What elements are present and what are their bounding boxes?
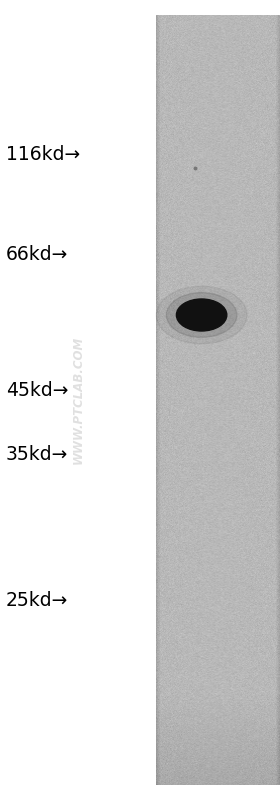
Text: 25kd→: 25kd→	[6, 590, 68, 610]
Text: 45kd→: 45kd→	[6, 380, 68, 400]
Ellipse shape	[176, 299, 227, 331]
Text: WWW.PTCLAB.COM: WWW.PTCLAB.COM	[72, 336, 85, 463]
Text: 116kd→: 116kd→	[6, 145, 80, 165]
Text: 66kd→: 66kd→	[6, 245, 68, 264]
Text: 35kd→: 35kd→	[6, 446, 68, 464]
Ellipse shape	[156, 286, 247, 344]
Ellipse shape	[166, 292, 237, 337]
